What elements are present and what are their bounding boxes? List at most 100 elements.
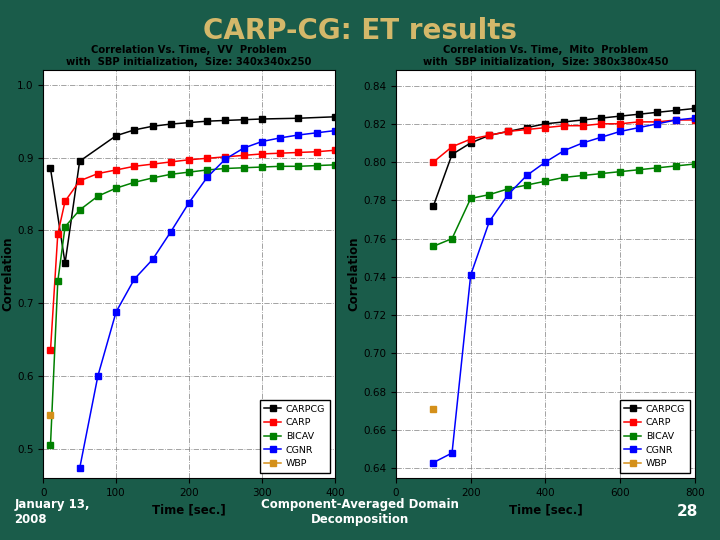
BICAV (485, 191, 494, 198)
CARPCG (112, 132, 120, 139)
CARPCG (504, 128, 513, 134)
CARP (485, 132, 494, 139)
CARPCG (690, 105, 699, 112)
CGNR (76, 465, 84, 471)
CARP (312, 148, 321, 155)
CGNR (130, 276, 139, 282)
Text: Component-Averaged Domain
Decomposition: Component-Averaged Domain Decomposition (261, 498, 459, 526)
CARP (184, 157, 193, 163)
CGNR (578, 140, 587, 146)
CARPCG (578, 117, 587, 123)
CARP (258, 151, 266, 157)
Y-axis label: Correlation: Correlation (347, 237, 361, 311)
CARPCG (184, 119, 193, 126)
BICAV (504, 186, 513, 192)
CARP (448, 144, 456, 150)
CARPCG (448, 151, 456, 158)
CARPCG (330, 113, 339, 120)
BICAV (312, 163, 321, 169)
BICAV (634, 166, 643, 173)
CARPCG (672, 107, 680, 113)
BICAV (112, 185, 120, 191)
CARP (578, 123, 587, 129)
BICAV (429, 243, 438, 249)
CARP (294, 149, 302, 156)
CGNR (330, 127, 339, 134)
BICAV (166, 171, 175, 178)
CARP (653, 119, 662, 125)
X-axis label: Time [sec.]: Time [sec.] (508, 503, 582, 516)
BICAV (578, 172, 587, 179)
CGNR (221, 156, 230, 162)
Legend: CARPCG, CARP, BICAV, CGNR, WBP: CARPCG, CARP, BICAV, CGNR, WBP (259, 400, 330, 473)
BICAV (616, 168, 624, 175)
CARPCG (130, 127, 139, 133)
CGNR (467, 272, 475, 278)
BICAV (94, 193, 102, 199)
BICAV (330, 161, 339, 168)
CARPCG (46, 165, 55, 172)
CARPCG (467, 140, 475, 146)
BICAV (690, 161, 699, 167)
Title: Correlation Vs. Time,  VV  Problem
with  SBP initialization,  Size: 340x340x250: Correlation Vs. Time, VV Problem with SB… (66, 45, 312, 66)
Y-axis label: Correlation: Correlation (1, 237, 14, 311)
Line: CARPCG: CARPCG (48, 113, 338, 266)
CARP (616, 120, 624, 127)
CGNR (597, 134, 606, 140)
CGNR (653, 120, 662, 127)
BICAV (130, 179, 139, 186)
Text: CARP-CG: ET results: CARP-CG: ET results (203, 17, 517, 45)
CGNR (294, 132, 302, 138)
CARP (46, 347, 55, 354)
CARP (541, 124, 550, 131)
CARP (672, 117, 680, 123)
Title: Correlation Vs. Time,  Mito  Problem
with  SBP initialization,  Size: 380x380x45: Correlation Vs. Time, Mito Problem with … (423, 45, 668, 66)
CARP (130, 163, 139, 170)
Line: BICAV: BICAV (431, 161, 698, 249)
BICAV (221, 165, 230, 172)
CGNR (448, 450, 456, 456)
CARP (203, 155, 212, 161)
CARP (690, 117, 699, 123)
CGNR (184, 199, 193, 206)
BICAV (294, 163, 302, 170)
X-axis label: Time [sec.]: Time [sec.] (152, 503, 226, 516)
CGNR (672, 117, 680, 123)
CARPCG (653, 109, 662, 116)
BICAV (467, 195, 475, 201)
CARP (634, 119, 643, 125)
BICAV (53, 278, 62, 285)
BICAV (46, 442, 55, 448)
BICAV (184, 169, 193, 176)
CGNR (312, 130, 321, 136)
CARPCG (429, 203, 438, 210)
CARPCG (597, 115, 606, 122)
BICAV (448, 235, 456, 242)
CGNR (523, 172, 531, 179)
CARPCG (616, 113, 624, 119)
CGNR (504, 191, 513, 198)
CARP (597, 120, 606, 127)
CGNR (559, 147, 568, 154)
CARP (276, 150, 284, 157)
CGNR (276, 134, 284, 141)
CARPCG (258, 116, 266, 122)
Legend: CARPCG, CARP, BICAV, CGNR, WBP: CARPCG, CARP, BICAV, CGNR, WBP (619, 400, 690, 473)
CGNR (203, 174, 212, 180)
CARP (467, 136, 475, 143)
CARPCG (148, 123, 157, 130)
BICAV (276, 163, 284, 170)
Line: CGNR: CGNR (431, 115, 698, 465)
CARP (53, 231, 62, 237)
CARP (523, 126, 531, 133)
CGNR (166, 228, 175, 235)
BICAV (203, 167, 212, 173)
BICAV (76, 207, 84, 213)
Line: CGNR: CGNR (76, 127, 338, 471)
CGNR (112, 309, 120, 315)
BICAV (239, 165, 248, 171)
Text: 28: 28 (677, 504, 698, 519)
CARPCG (559, 119, 568, 125)
CGNR (148, 256, 157, 263)
CGNR (485, 218, 494, 225)
